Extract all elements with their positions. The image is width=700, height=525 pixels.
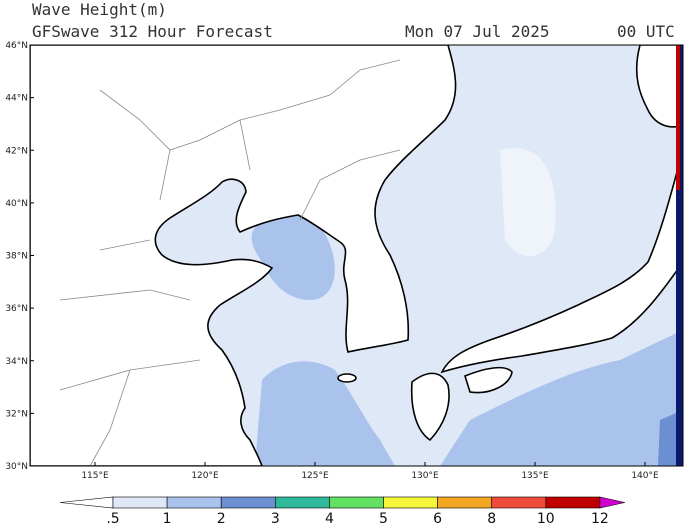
edge-strip: [676, 45, 683, 466]
colorbar-segment: [274, 496, 330, 509]
colorbar-segment: [112, 496, 168, 509]
colorbar-label: 1: [163, 511, 172, 525]
colorbar-label: 6: [433, 511, 442, 525]
sea-patch: [440, 330, 683, 466]
colorbar-segment: [166, 496, 222, 509]
colorbar-label: 10: [537, 511, 555, 525]
time: 00 UTC: [617, 22, 675, 41]
subtitle: GFSwave 312 Hour Forecast: [32, 22, 273, 41]
colorbar-label: 4: [325, 511, 334, 525]
colorbar-label: 5: [379, 511, 388, 525]
jeju: [337, 373, 357, 383]
lon-label: 135°E: [521, 471, 549, 481]
map-area: [30, 45, 683, 466]
lon-label: 140°E: [631, 471, 659, 481]
lon-label: 115°E: [81, 471, 109, 481]
lat-label: 34°N: [5, 357, 28, 367]
colorbar-segment: [220, 496, 276, 509]
colorbar-segment: [437, 496, 493, 509]
lat-label: 46°N: [5, 41, 28, 51]
colorbar-label: 12: [591, 511, 609, 525]
colorbar-label: 8: [487, 511, 496, 525]
sea-patch: [500, 148, 556, 257]
colorbar-segment: [545, 496, 601, 509]
lat-label: 36°N: [5, 304, 28, 314]
colorbar-label: .5: [106, 511, 119, 525]
colorbar: .5 1 2 3 4 5 6 8 10 12: [59, 496, 625, 525]
colorbar-segment: [491, 496, 547, 509]
colorbar-label: 2: [217, 511, 226, 525]
lat-label: 30°N: [5, 462, 28, 472]
lon-label: 125°E: [301, 471, 329, 481]
sea-patch: [255, 361, 395, 466]
honshu: [440, 149, 683, 374]
mainland: [30, 45, 457, 466]
lat-label: 32°N: [5, 409, 28, 419]
shikoku: [464, 366, 513, 394]
borders: [59, 59, 401, 466]
lon-label: 120°E: [191, 471, 219, 481]
colorbar-over: [599, 496, 625, 509]
title: Wave Height(m): [32, 0, 167, 19]
axis-labels: 46°N 44°N 42°N 40°N 38°N 36°N 34°N 32°N 30°N 115°…: [5, 41, 659, 481]
lat-label: 44°N: [5, 94, 28, 104]
colorbar-under: [59, 496, 114, 509]
lon-label: 130°E: [411, 471, 439, 481]
date: Mon 07 Jul 2025: [405, 22, 550, 41]
lat-label: 40°N: [5, 199, 28, 209]
lat-label: 42°N: [5, 146, 28, 156]
colorbar-label: 3: [271, 511, 280, 525]
colorbar-segment: [383, 496, 438, 509]
sea-patch: [251, 214, 335, 300]
colorbar-segment: [329, 496, 384, 509]
kyushu: [410, 372, 450, 442]
edge-strip: [676, 45, 680, 190]
lat-label: 38°N: [5, 252, 28, 262]
